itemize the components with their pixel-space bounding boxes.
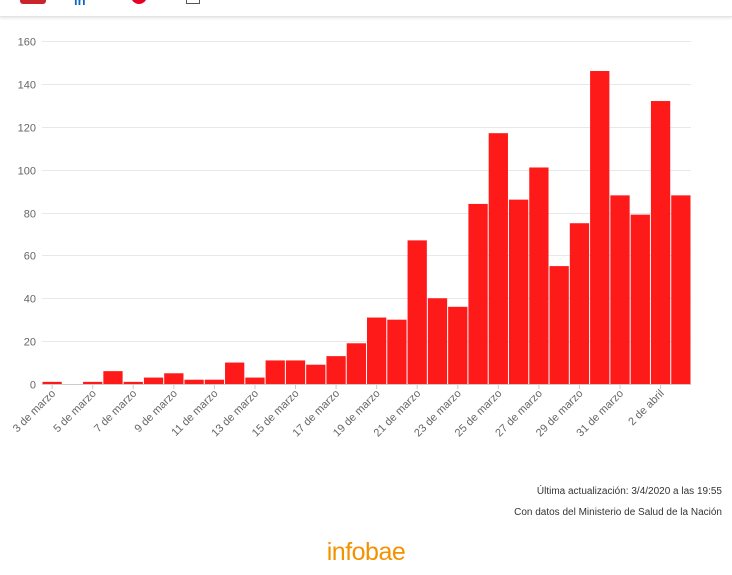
source-text: Con datos del Ministerio de Salud de la … bbox=[514, 507, 722, 518]
bar bbox=[123, 381, 143, 384]
bar bbox=[549, 266, 569, 384]
pinterest-icon[interactable] bbox=[131, 0, 147, 4]
y-axis: 0 20 40 60 80 100 120 140 160 bbox=[18, 37, 36, 392]
x-tick-label: 7 de marzo bbox=[92, 388, 139, 435]
y-tick-label: 40 bbox=[24, 294, 36, 306]
bar bbox=[529, 167, 549, 384]
bar bbox=[326, 356, 346, 384]
bar bbox=[164, 373, 184, 384]
bar bbox=[143, 377, 164, 384]
x-tick-label: 5 de marzo bbox=[51, 388, 98, 435]
copy-icon[interactable] bbox=[186, 0, 200, 4]
infobae-logo[interactable]: infobae bbox=[326, 538, 406, 566]
bar bbox=[387, 319, 407, 384]
bar bbox=[468, 203, 488, 384]
y-tick-label: 20 bbox=[24, 337, 36, 349]
bar bbox=[630, 214, 650, 384]
share-bar: in bbox=[0, 0, 732, 17]
bar bbox=[245, 377, 265, 384]
y-tick-label: 100 bbox=[18, 166, 36, 178]
mail-icon[interactable] bbox=[20, 0, 46, 4]
bar bbox=[265, 360, 285, 384]
bar bbox=[448, 306, 468, 384]
bar bbox=[225, 362, 245, 384]
bar bbox=[306, 364, 326, 384]
last-update-text: Última actualización: 3/4/2020 a las 19:… bbox=[536, 486, 722, 497]
bar bbox=[285, 360, 306, 384]
bar bbox=[83, 381, 103, 384]
bar bbox=[569, 223, 590, 384]
linkedin-icon[interactable]: in bbox=[74, 0, 86, 8]
bars bbox=[42, 71, 691, 385]
bar bbox=[671, 195, 691, 384]
y-tick-label: 80 bbox=[24, 209, 36, 221]
bar bbox=[650, 101, 671, 385]
bar bbox=[590, 71, 610, 384]
y-tick-label: 0 bbox=[30, 380, 36, 392]
bar bbox=[488, 133, 508, 384]
bar bbox=[367, 317, 387, 384]
y-tick-label: 120 bbox=[18, 123, 36, 135]
bar bbox=[42, 381, 62, 384]
bar bbox=[610, 195, 630, 384]
bar bbox=[204, 379, 225, 384]
y-tick-label: 60 bbox=[24, 251, 36, 263]
x-tick-label: 3 de marzo bbox=[11, 388, 58, 435]
gridlines bbox=[42, 41, 691, 342]
bar bbox=[103, 371, 123, 384]
bar bbox=[508, 199, 529, 384]
x-tick-label: 2 de abril bbox=[626, 388, 666, 428]
y-tick-label: 140 bbox=[18, 80, 36, 92]
bar bbox=[407, 240, 427, 384]
bar bbox=[427, 298, 448, 384]
bar bbox=[346, 343, 366, 384]
y-tick-label: 160 bbox=[18, 37, 36, 49]
bar bbox=[184, 379, 204, 384]
